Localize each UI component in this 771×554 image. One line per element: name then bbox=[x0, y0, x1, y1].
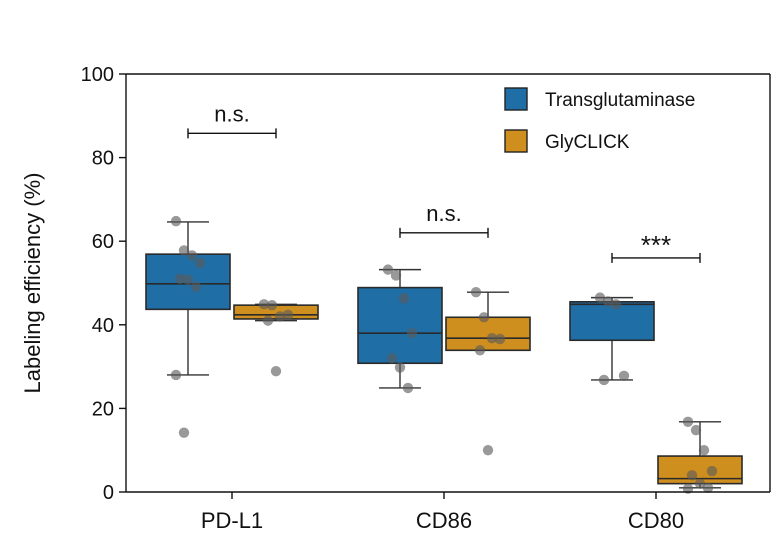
data-point bbox=[186, 250, 198, 261]
data-point bbox=[602, 296, 614, 307]
data-point bbox=[482, 445, 494, 456]
data-point bbox=[474, 345, 486, 356]
y-tick-label: 0 bbox=[103, 482, 114, 504]
data-point bbox=[682, 416, 694, 427]
data-point bbox=[390, 270, 402, 281]
data-point bbox=[682, 483, 694, 494]
data-point bbox=[398, 293, 410, 304]
y-tick-label: 40 bbox=[92, 315, 114, 337]
box-transglutaminase-cd80 bbox=[569, 301, 655, 342]
annotations-group: n.s. n.s. *** bbox=[187, 101, 701, 263]
data-point bbox=[698, 445, 710, 456]
x-tick-label: CD86 bbox=[416, 508, 472, 533]
data-point bbox=[478, 312, 490, 323]
significance-label: n.s. bbox=[426, 201, 461, 226]
data-point bbox=[618, 370, 630, 381]
significance-label: *** bbox=[641, 230, 671, 260]
data-point bbox=[178, 245, 190, 256]
data-point bbox=[262, 315, 274, 326]
x-tick-label: PD-L1 bbox=[201, 508, 263, 533]
data-point bbox=[170, 369, 182, 381]
legend-swatch bbox=[504, 129, 528, 153]
legend-swatch bbox=[504, 87, 528, 111]
data-point bbox=[470, 286, 482, 298]
legend-label: Transglutaminase bbox=[545, 90, 695, 111]
legend: Transglutaminase GlyCLICK bbox=[504, 87, 695, 153]
x-tick-label: CD80 bbox=[628, 508, 684, 533]
data-point bbox=[402, 382, 414, 394]
data-point bbox=[190, 281, 202, 292]
data-point bbox=[266, 299, 278, 311]
data-point bbox=[610, 299, 622, 310]
y-tick-label: 80 bbox=[92, 148, 114, 170]
data-point bbox=[686, 470, 698, 481]
y-axis-label: Labeling efficiency (%) bbox=[20, 173, 45, 394]
data-point bbox=[382, 264, 394, 275]
data-point bbox=[694, 478, 706, 489]
data-point bbox=[486, 332, 498, 344]
y-tick-label: 100 bbox=[81, 64, 114, 86]
data-point bbox=[274, 311, 286, 322]
data-point bbox=[174, 273, 186, 285]
data-point bbox=[702, 482, 714, 494]
data-point bbox=[386, 353, 398, 364]
data-point bbox=[690, 424, 702, 436]
axes-layer: Labeling efficiency (%) 0 20 40 60 80 100 PD-L… bbox=[20, 64, 771, 533]
significance-label: n.s. bbox=[214, 101, 249, 126]
data-point bbox=[706, 465, 718, 477]
data-point bbox=[282, 309, 294, 320]
data-point bbox=[258, 299, 270, 310]
y-tick-label: 20 bbox=[92, 398, 114, 420]
legend-label: GlyCLICK bbox=[545, 132, 630, 153]
plot-layer: n.s. n.s. *** bbox=[145, 101, 743, 494]
data-point bbox=[394, 362, 406, 373]
data-point bbox=[406, 327, 418, 339]
data-point bbox=[178, 427, 190, 438]
data-point bbox=[194, 257, 206, 269]
points-group bbox=[170, 215, 718, 494]
data-point bbox=[270, 365, 282, 377]
data-point bbox=[170, 215, 182, 227]
box-glyclick-cd86 bbox=[445, 316, 531, 352]
data-point bbox=[598, 374, 610, 386]
data-point bbox=[182, 274, 194, 285]
y-tick-label: 60 bbox=[92, 231, 114, 253]
data-point bbox=[594, 292, 606, 303]
data-point bbox=[494, 333, 506, 345]
